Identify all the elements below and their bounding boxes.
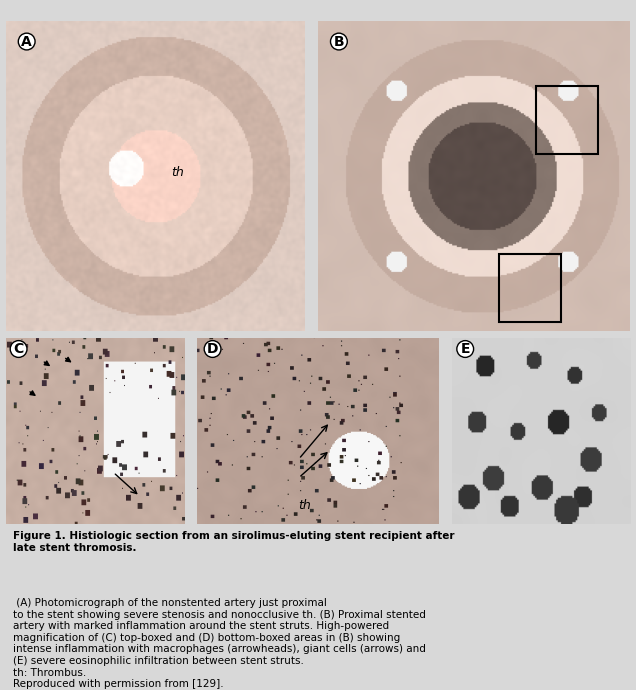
Bar [499, 253, 561, 322]
Text: C: C [13, 342, 24, 356]
Bar [536, 86, 598, 155]
Text: B: B [333, 34, 344, 48]
Text: Figure 1. Histiologic section from an sirolimus-eluting stent recipient after
la: Figure 1. Histiologic section from an si… [13, 531, 454, 553]
Text: th: th [170, 166, 184, 179]
Text: A: A [21, 34, 32, 48]
Text: E: E [460, 342, 470, 356]
Text: D: D [207, 342, 218, 356]
Text: (A) Photomicrograph of the nonstented artery just proximal
to the stent showing : (A) Photomicrograph of the nonstented ar… [13, 598, 425, 689]
Text: th: th [299, 500, 312, 513]
